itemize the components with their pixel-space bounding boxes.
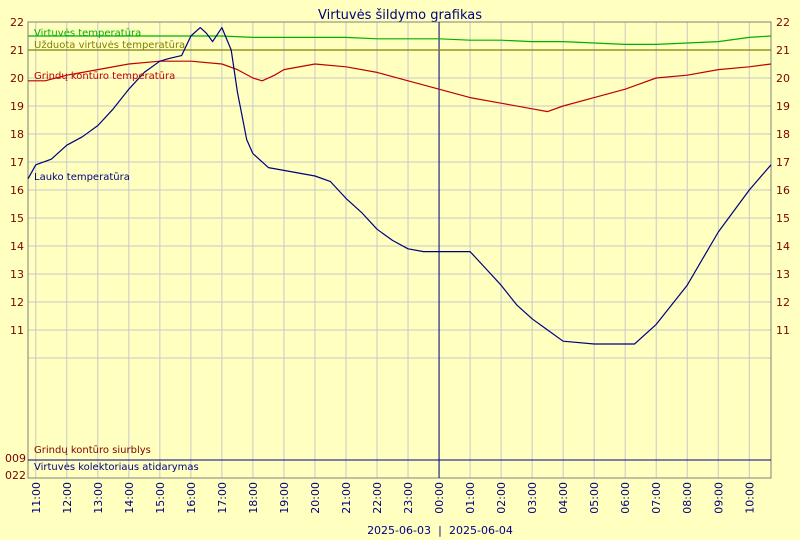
series-line: [28, 35, 772, 45]
x-tick-label: 17:00: [216, 482, 229, 514]
y-tick-label-right: 12: [776, 296, 790, 309]
x-tick-label: 10:00: [743, 482, 756, 514]
x-tick-label: 04:00: [557, 482, 570, 514]
track-value: 009: [5, 452, 26, 465]
y-tick-label-right: 16: [776, 184, 790, 197]
x-tick-label: 20:00: [309, 482, 322, 514]
y-tick-label-left: 11: [10, 324, 24, 337]
y-tick-label-right: 22: [776, 16, 790, 29]
y-tick-label-right: 14: [776, 240, 790, 253]
track-name: Grindų kontūro siurblys: [34, 445, 151, 456]
y-tick-label-left: 18: [10, 128, 24, 141]
x-tick-label: 00:00: [433, 482, 446, 514]
x-tick-label: 16:00: [185, 482, 198, 514]
bottom-tracks: Grindų kontūro siurblys 009 Virtuvės kolek…: [5, 445, 771, 482]
x-tick-label: 19:00: [278, 482, 291, 514]
date-separator: |: [438, 524, 442, 537]
y-tick-label-left: 15: [10, 212, 24, 225]
x-tick-label: 23:00: [402, 482, 415, 514]
x-tick-label: 06:00: [619, 482, 632, 514]
series-line: [27, 27, 772, 345]
y-tick-label-left: 12: [10, 296, 24, 309]
x-tick-label: 01:00: [464, 482, 477, 514]
x-tick-label: 03:00: [526, 482, 539, 514]
x-tick-label: 11:00: [30, 482, 43, 514]
y-tick-label-left: 21: [10, 44, 24, 57]
x-axis: 11:00 12:00 13:00 14:00 15:00 16:00 17:00 18:00…: [30, 482, 757, 514]
y-tick-label-left: 22: [10, 16, 24, 29]
date-label-start: 2025-06-03: [367, 524, 431, 537]
y-tick-label-right: 20: [776, 72, 790, 85]
x-tick-label: 15:00: [154, 482, 167, 514]
y-tick-label-right: 21: [776, 44, 790, 57]
x-tick-label: 05:00: [588, 482, 601, 514]
y-tick-label-right: 18: [776, 128, 790, 141]
y-tick-label-right: 13: [776, 268, 790, 281]
x-tick-label: 09:00: [712, 482, 725, 514]
y-tick-label-right: 17: [776, 156, 790, 169]
track-name: Virtuvės kolektoriaus atidarymas: [34, 462, 199, 473]
x-tick-label: 21:00: [340, 482, 353, 514]
y-axis-left: 11 12 13 14 15 16 17 18 19 20 21 22: [10, 16, 24, 337]
x-tick-label: 13:00: [92, 482, 105, 514]
y-tick-label-right: 11: [776, 324, 790, 337]
chart-title: Virtuvės šildymo grafikas: [318, 8, 482, 23]
x-tick-label: 14:00: [123, 482, 136, 514]
y-tick-label-right: 15: [776, 212, 790, 225]
date-label-end: 2025-06-04: [449, 524, 513, 537]
y-tick-label-left: 20: [10, 72, 24, 85]
y-axis-right: 11 12 13 14 15 16 17 18 19 20 21 22: [776, 16, 790, 337]
series-label: Virtuvės temperatūra: [34, 28, 141, 39]
y-tick-label-left: 13: [10, 268, 24, 281]
x-tick-label: 07:00: [650, 482, 663, 514]
y-tick-label-left: 17: [10, 156, 24, 169]
plot-border: [27, 21, 772, 479]
x-tick-label: 02:00: [495, 482, 508, 514]
x-tick-label: 08:00: [681, 482, 694, 514]
y-tick-label-left: 16: [10, 184, 24, 197]
y-tick-label-left: 14: [10, 240, 24, 253]
plot-frame: [27, 21, 772, 479]
x-tick-label: 18:00: [247, 482, 260, 514]
series-label: Lauko temperatūra: [34, 172, 130, 183]
track-value: 022: [5, 469, 26, 482]
date-labels: 2025-06-03 | 2025-06-04: [367, 524, 513, 537]
series-label: Grindų kontūro temperatūra: [34, 71, 175, 82]
series-layer: [27, 27, 772, 345]
y-tick-label-right: 19: [776, 100, 790, 113]
x-tick-label: 22:00: [371, 482, 384, 514]
x-tick-label: 12:00: [61, 482, 74, 514]
series-line: [28, 60, 772, 113]
y-tick-label-left: 19: [10, 100, 24, 113]
series-label: Užduota virtuvės temperatūra: [34, 39, 185, 51]
